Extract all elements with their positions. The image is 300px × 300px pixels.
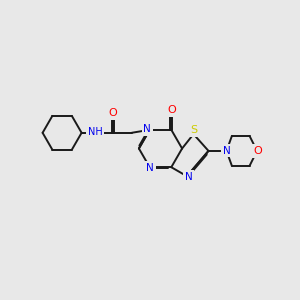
Text: N: N xyxy=(143,124,151,134)
Text: N: N xyxy=(146,163,154,173)
Text: N: N xyxy=(184,172,192,182)
Text: NH: NH xyxy=(88,127,103,137)
Text: O: O xyxy=(253,146,262,156)
Text: S: S xyxy=(190,125,197,135)
Text: O: O xyxy=(108,108,117,118)
Text: N: N xyxy=(223,146,230,156)
Text: O: O xyxy=(167,105,176,115)
